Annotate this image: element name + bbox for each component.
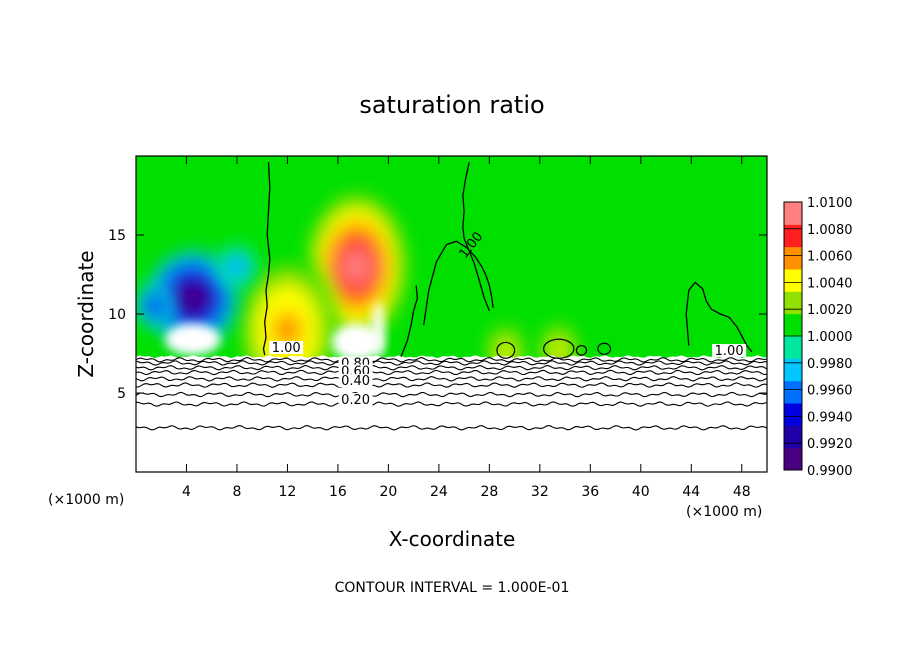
x-tick-label: 48 xyxy=(733,484,751,500)
contour-label: 0.20 xyxy=(341,393,370,408)
x-unit-label: (×1000 m) xyxy=(48,492,124,508)
x-tick-label: 36 xyxy=(581,484,599,500)
x-tick-label: 44 xyxy=(682,484,700,500)
saturation-field xyxy=(136,156,767,472)
contour-label-bg xyxy=(338,393,373,407)
colorbar-label: 1.0060 xyxy=(807,250,853,265)
contour-label: 1.00 xyxy=(715,344,744,359)
colorbar-swatch xyxy=(784,336,802,359)
colorbar-swatch xyxy=(784,269,802,292)
colorbar-label: 0.9900 xyxy=(807,464,853,479)
dry-patch xyxy=(136,285,175,327)
x-tick-label: 28 xyxy=(480,484,498,500)
contour-line xyxy=(135,376,768,382)
contour-line xyxy=(685,281,753,353)
unsaturated-pocket xyxy=(371,301,385,359)
colorbar-label: 1.0020 xyxy=(807,303,853,318)
contour-line xyxy=(400,285,419,357)
unsaturated-pocket xyxy=(331,323,383,362)
colorbar-label: 1.0100 xyxy=(807,196,853,211)
colorbar-swatch xyxy=(784,380,802,404)
dry-patch xyxy=(148,252,237,345)
colorbar: 1.0100 1.0080 1.0060 1.0040 1.0020 1.0000 0.99… xyxy=(783,196,853,479)
colorbar-label: 1.0000 xyxy=(807,330,853,345)
contour-line xyxy=(496,341,516,359)
colorbar-swatch xyxy=(784,224,802,248)
contour-line xyxy=(575,345,588,356)
colorbar-swatch xyxy=(784,447,802,471)
colorbar-swatch xyxy=(784,246,802,270)
y-axis: 5 10 15 xyxy=(108,228,767,402)
x-axis: 4 8 12 16 20 24 28 32 36 40 44 48 xyxy=(182,156,751,500)
y-tick-label: 5 xyxy=(117,386,126,402)
x-tick-label: 12 xyxy=(279,484,297,500)
colorbar-label: 0.9980 xyxy=(807,357,853,372)
contour-line xyxy=(135,357,768,363)
contour-line xyxy=(543,338,575,359)
colorbar-swatch xyxy=(784,291,802,315)
x-tick-label: 16 xyxy=(329,484,347,500)
contour-line xyxy=(135,364,768,371)
dry-patch xyxy=(217,245,257,288)
colorbar-label: 1.0080 xyxy=(807,223,853,238)
contour-label-bg xyxy=(269,340,304,354)
colorbar-swatch xyxy=(784,313,802,337)
contour-label: 0.40 xyxy=(341,374,370,389)
y-axis-label: Z-coordinate xyxy=(74,250,98,377)
unsaturated-layer xyxy=(136,355,767,472)
contour-line xyxy=(462,162,491,312)
contour-line xyxy=(135,369,768,376)
contour-line xyxy=(423,240,494,326)
colorbar-swatch xyxy=(784,403,802,426)
colorbar-swatch xyxy=(784,425,802,449)
x-tick-label: 8 xyxy=(232,484,241,500)
contour-line xyxy=(135,391,768,398)
contour-line xyxy=(135,360,767,366)
y-tick-label: 10 xyxy=(108,307,126,323)
x-unit-label-right: (×1000 m) xyxy=(686,504,762,520)
contour-line xyxy=(135,382,768,388)
colorbar-label: 0.9920 xyxy=(807,437,853,452)
colorbar-label: 0.9960 xyxy=(807,384,853,399)
contour-interval-note: CONTOUR INTERVAL = 1.000E-01 xyxy=(335,580,570,596)
colorbar-swatch xyxy=(784,358,802,382)
chart-title: saturation ratio xyxy=(359,91,544,119)
contour-line xyxy=(262,162,271,356)
contour-label: 1.00 xyxy=(272,341,301,356)
x-tick-label: 4 xyxy=(182,484,191,500)
colorbar-label: 0.9940 xyxy=(807,410,853,425)
contour-line xyxy=(135,425,768,431)
x-tick-label: 24 xyxy=(430,484,448,500)
contour-label-bg xyxy=(712,344,747,358)
x-axis-label: X-coordinate xyxy=(389,527,516,551)
contour-line xyxy=(135,401,768,407)
colorbar-swatch xyxy=(784,202,802,225)
contour-label-bg xyxy=(338,374,373,388)
x-tick-label: 32 xyxy=(531,484,549,500)
contour-line xyxy=(597,342,612,355)
colorbar-label: 1.0040 xyxy=(807,276,853,291)
x-tick-label: 20 xyxy=(379,484,397,500)
y-tick-label: 15 xyxy=(108,228,126,244)
x-tick-label: 40 xyxy=(632,484,650,500)
unsaturated-pocket xyxy=(165,323,221,356)
